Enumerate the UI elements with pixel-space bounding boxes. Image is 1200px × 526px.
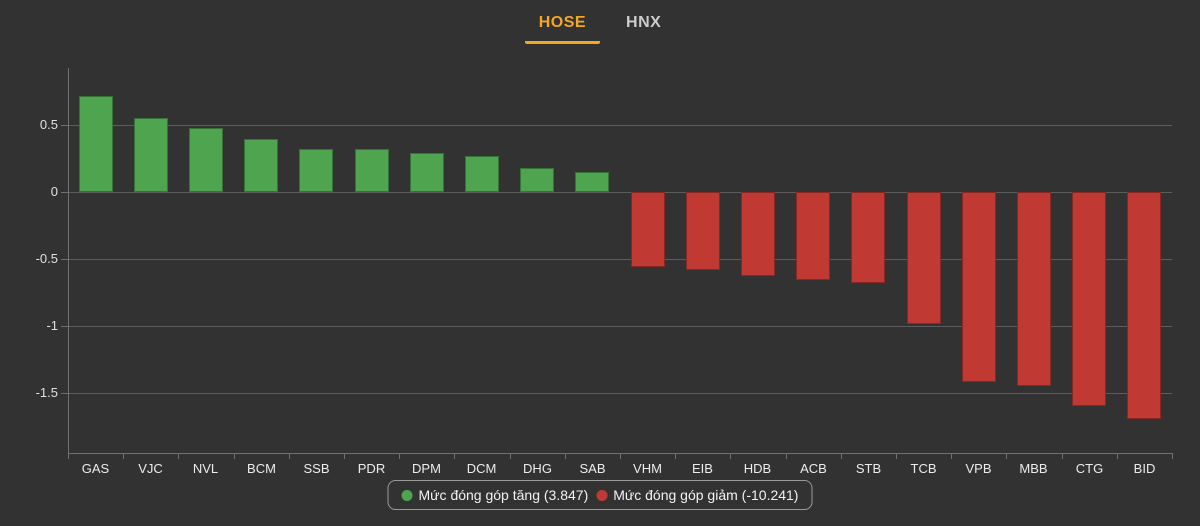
x-axis-label-gas: GAS bbox=[81, 461, 110, 476]
x-axis-label-mbb: MBB bbox=[1019, 461, 1048, 476]
bar-nvl[interactable] bbox=[189, 128, 223, 192]
bar-gas[interactable] bbox=[79, 96, 113, 192]
x-axis-tick bbox=[675, 453, 676, 459]
bar-ctg[interactable] bbox=[1072, 192, 1106, 406]
bar-dpm[interactable] bbox=[410, 153, 444, 192]
bar-tcb[interactable] bbox=[907, 192, 941, 324]
x-axis-tick bbox=[786, 453, 787, 459]
x-axis-tick bbox=[454, 453, 455, 459]
bar-vhm[interactable] bbox=[631, 192, 665, 267]
x-axis-label-eib: EIB bbox=[692, 461, 713, 476]
gridline bbox=[68, 326, 1172, 327]
bar-dhg[interactable] bbox=[520, 168, 554, 192]
y-axis-tick-label: 0 bbox=[50, 184, 58, 199]
y-axis-tick-label: -0.5 bbox=[35, 251, 58, 266]
x-axis-label-vhm: VHM bbox=[633, 461, 662, 476]
tab-hose[interactable]: HOSE bbox=[524, 12, 601, 44]
x-axis-label-sab: SAB bbox=[579, 461, 606, 476]
x-axis-label-bcm: BCM bbox=[247, 461, 276, 476]
x-axis-tick bbox=[730, 453, 731, 459]
x-axis-tick bbox=[620, 453, 621, 459]
legend-decrease-label: Mức đóng góp giảm (-10.241) bbox=[613, 487, 799, 503]
x-axis-tick bbox=[565, 453, 566, 459]
y-axis-tick bbox=[61, 326, 68, 327]
x-axis-label-ssb: SSB bbox=[303, 461, 330, 476]
x-axis-tick bbox=[510, 453, 511, 459]
bar-sab[interactable] bbox=[575, 172, 609, 192]
x-axis-label-stb: STB bbox=[855, 461, 882, 476]
gridline bbox=[68, 259, 1172, 260]
x-axis-label-vjc: VJC bbox=[138, 461, 163, 476]
x-axis-label-hdb: HDB bbox=[743, 461, 772, 476]
bar-acb[interactable] bbox=[796, 192, 830, 280]
x-axis-label-vpb: VPB bbox=[965, 461, 992, 476]
x-axis-tick bbox=[1006, 453, 1007, 459]
y-axis-tick bbox=[61, 393, 68, 394]
gridline bbox=[68, 393, 1172, 394]
y-axis-tick bbox=[61, 125, 68, 126]
legend-increase-label: Mức đóng góp tăng (3.847) bbox=[418, 487, 589, 503]
x-axis-tick bbox=[344, 453, 345, 459]
bar-ssb[interactable] bbox=[299, 149, 333, 192]
y-axis-tick bbox=[61, 259, 68, 260]
bar-stb[interactable] bbox=[851, 192, 885, 283]
bar-vjc[interactable] bbox=[134, 118, 168, 192]
x-axis-tick bbox=[123, 453, 124, 459]
x-axis-label-dpm: DPM bbox=[412, 461, 441, 476]
chart-legend: Mức đóng góp tăng (3.847) Mức đóng góp g… bbox=[387, 480, 813, 510]
x-axis-label-tcb: TCB bbox=[910, 461, 937, 476]
y-axis-tick-label: 0.5 bbox=[39, 117, 58, 132]
gridline bbox=[68, 125, 1172, 126]
x-axis-label-bid: BID bbox=[1133, 461, 1156, 476]
x-axis-tick bbox=[1117, 453, 1118, 459]
x-axis-label-nvl: NVL bbox=[192, 461, 219, 476]
x-axis-tick bbox=[68, 453, 69, 459]
decrease-dot-icon bbox=[596, 489, 608, 501]
x-axis-tick bbox=[1172, 453, 1173, 459]
x-axis-tick bbox=[289, 453, 290, 459]
x-axis-label-pdr: PDR bbox=[357, 461, 386, 476]
legend-item-increase[interactable]: Mức đóng góp tăng (3.847) bbox=[401, 487, 589, 503]
bar-dcm[interactable] bbox=[465, 156, 499, 192]
x-axis-tick bbox=[1062, 453, 1063, 459]
x-axis-tick bbox=[841, 453, 842, 459]
bar-vpb[interactable] bbox=[962, 192, 996, 382]
increase-dot-icon bbox=[401, 489, 413, 501]
y-axis-tick bbox=[61, 192, 68, 193]
bar-pdr[interactable] bbox=[355, 149, 389, 192]
x-axis-tick bbox=[234, 453, 235, 459]
bar-bcm[interactable] bbox=[244, 139, 278, 192]
x-axis-tick bbox=[399, 453, 400, 459]
x-axis-label-dhg: DHG bbox=[523, 461, 552, 476]
y-axis-tick-label: -1 bbox=[46, 318, 58, 333]
tab-hnx[interactable]: HNX bbox=[626, 14, 662, 31]
x-axis-tick bbox=[896, 453, 897, 459]
x-axis-tick bbox=[178, 453, 179, 459]
x-axis-tick bbox=[951, 453, 952, 459]
gridline bbox=[68, 192, 1172, 193]
y-axis-line bbox=[68, 68, 69, 453]
x-axis-label-dcm: DCM bbox=[466, 461, 497, 476]
y-axis-tick-label: -1.5 bbox=[35, 385, 58, 400]
legend-item-decrease[interactable]: Mức đóng góp giảm (-10.241) bbox=[596, 487, 798, 503]
bar-hdb[interactable] bbox=[741, 192, 775, 276]
bar-bid[interactable] bbox=[1127, 192, 1161, 419]
exchange-tabs: HOSE HNX bbox=[0, 0, 1200, 44]
bar-eib[interactable] bbox=[686, 192, 720, 270]
x-axis-label-acb: ACB bbox=[800, 461, 827, 476]
x-axis-label-ctg: CTG bbox=[1075, 461, 1104, 476]
bar-mbb[interactable] bbox=[1017, 192, 1051, 386]
